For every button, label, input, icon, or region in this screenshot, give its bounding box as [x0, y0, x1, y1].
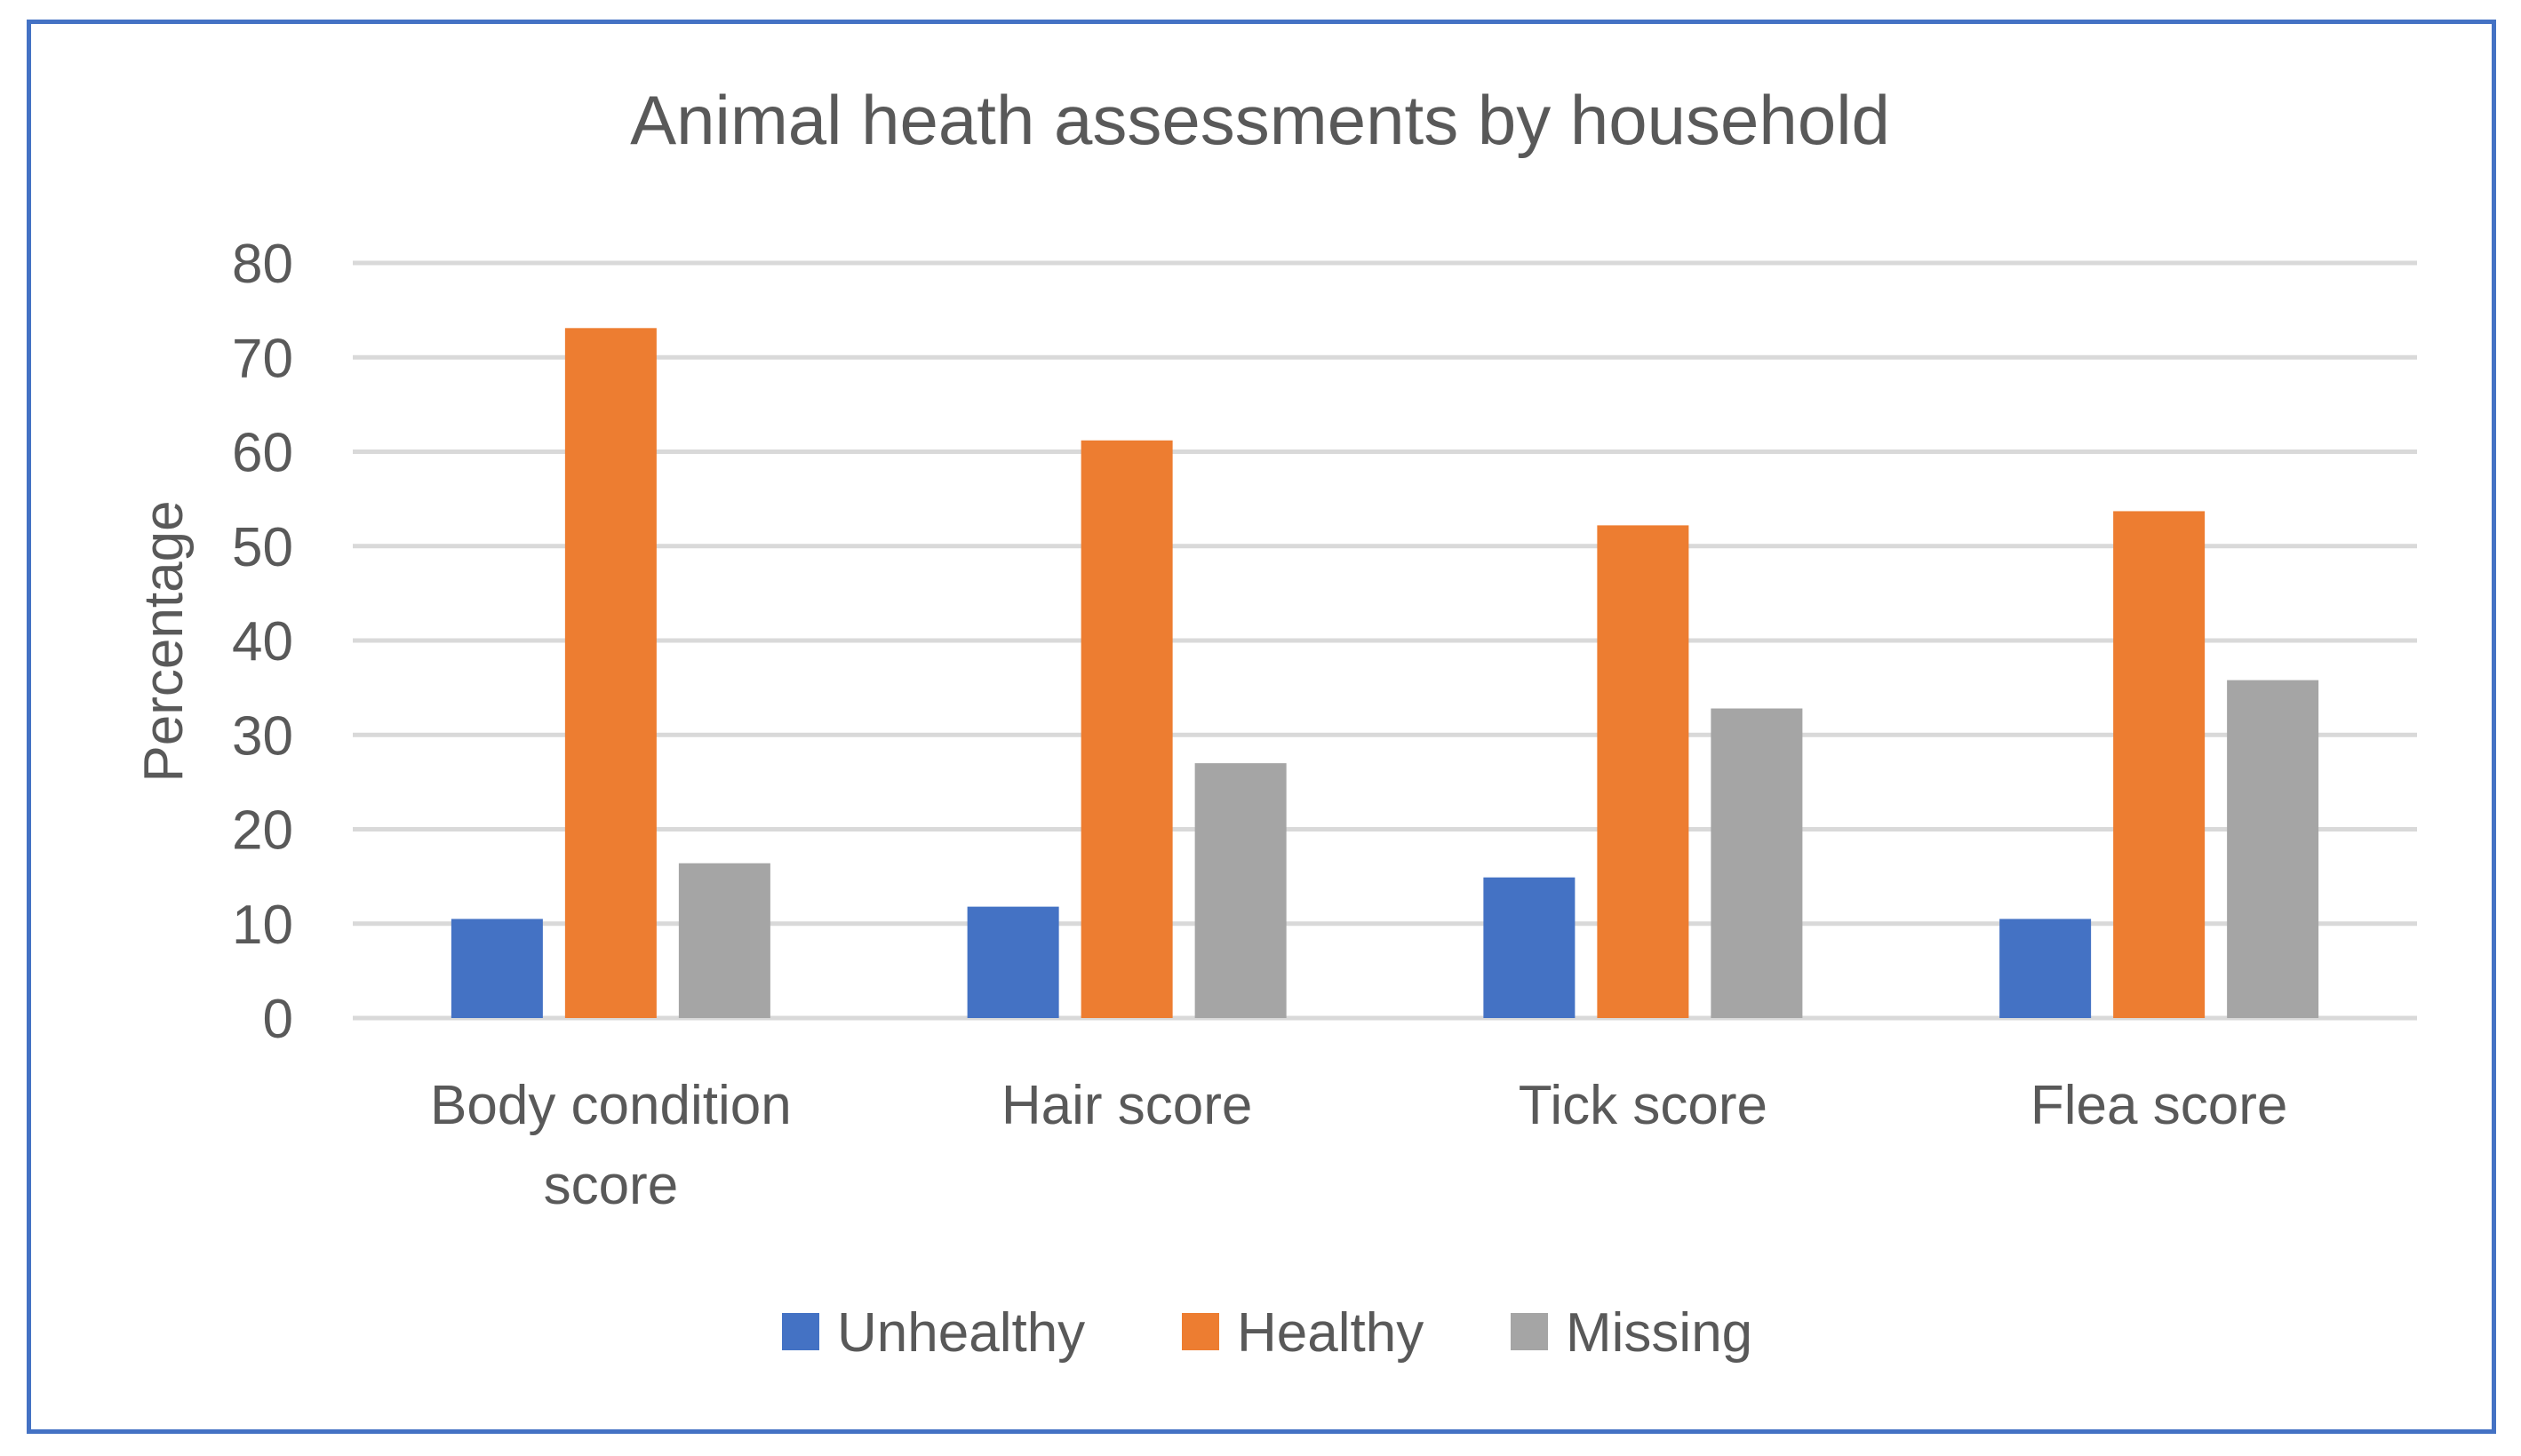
x-tick-label: Flea score: [2030, 1075, 2287, 1136]
x-tick-label: Body condition: [430, 1075, 792, 1136]
bar-unhealthy-0: [451, 919, 543, 1018]
x-axis-labels: Body condition score Hair score Tick score F…: [430, 1075, 2287, 1216]
chart-frame: [27, 20, 2496, 1434]
bar-missing-0: [678, 863, 770, 1018]
y-tick-label: 30: [232, 705, 293, 767]
bar-missing-3: [2227, 680, 2319, 1018]
legend-label-healthy: Healthy: [1237, 1302, 1424, 1364]
y-axis-label: Percentage: [133, 500, 195, 782]
bar-healthy-0: [564, 328, 657, 1018]
chart-title: Animal heath assessments by household: [630, 81, 1890, 159]
y-tick-label: 50: [232, 517, 293, 578]
legend-label-missing: Missing: [1566, 1302, 1752, 1364]
legend-swatch-healthy: [1182, 1313, 1219, 1350]
bar-unhealthy-1: [967, 906, 1059, 1018]
bars: [451, 328, 2319, 1018]
bar-healthy-1: [1081, 440, 1173, 1018]
bar-missing-1: [1194, 763, 1287, 1018]
bar-missing-2: [1711, 708, 1803, 1018]
bar-unhealthy-3: [1999, 919, 2092, 1018]
y-tick-label: 20: [232, 800, 293, 862]
gridlines: [353, 260, 2417, 1021]
y-tick-label: 10: [232, 895, 293, 956]
legend: Unhealthy Healthy Missing: [782, 1302, 1752, 1364]
legend-label-unhealthy: Unhealthy: [837, 1302, 1085, 1364]
legend-swatch-unhealthy: [782, 1313, 819, 1350]
bar-unhealthy-2: [1483, 877, 1576, 1018]
y-tick-label: 80: [232, 234, 293, 295]
y-tick-label: 70: [232, 328, 293, 389]
bar-healthy-3: [2113, 511, 2206, 1018]
legend-swatch-missing: [1511, 1313, 1548, 1350]
y-tick-label: 60: [232, 423, 293, 484]
y-tick-label: 40: [232, 611, 293, 672]
bar-healthy-2: [1597, 525, 1689, 1018]
y-tick-label: 0: [263, 989, 293, 1050]
x-tick-label: Hair score: [1001, 1075, 1253, 1136]
y-axis-ticks: 0 10 20 30 40 50 60 70 80: [232, 234, 293, 1050]
x-tick-label: Tick score: [1519, 1075, 1767, 1136]
x-tick-label: score: [544, 1155, 679, 1216]
